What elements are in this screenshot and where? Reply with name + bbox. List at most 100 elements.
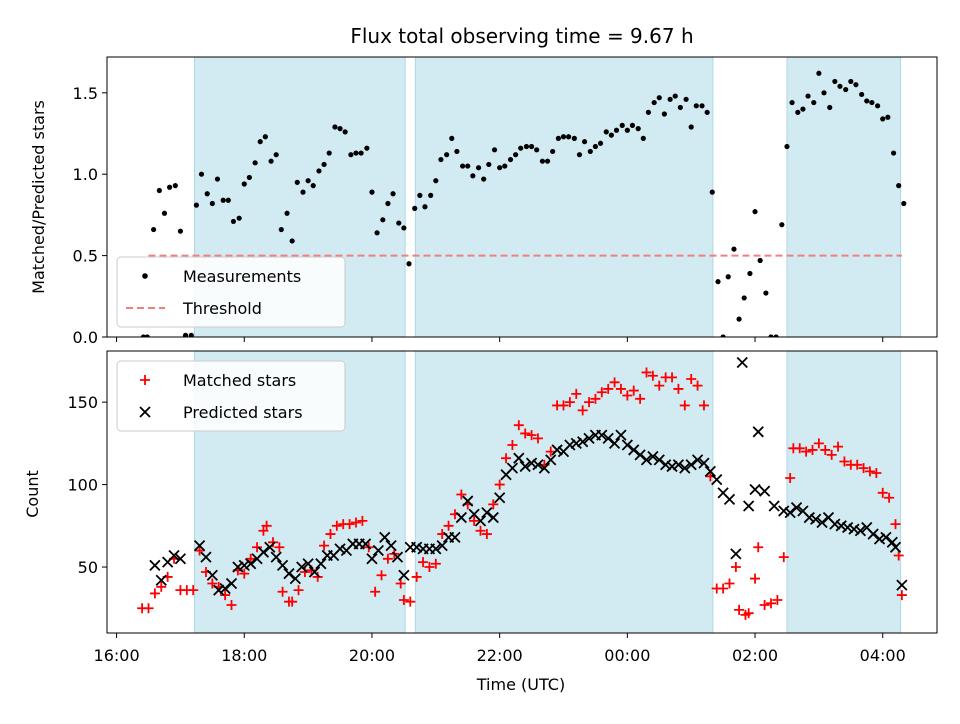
measurement-point xyxy=(300,189,306,195)
measurement-point xyxy=(166,184,173,190)
bottom-legend: Matched stars Predicted stars xyxy=(116,360,346,432)
measurement-point xyxy=(390,191,396,197)
matched-stars-point xyxy=(532,433,543,444)
measurement-point xyxy=(497,165,503,171)
measurement-point xyxy=(188,332,194,337)
measurement-point xyxy=(161,210,168,216)
predicted-stars-point xyxy=(372,544,384,557)
matched-stars-point xyxy=(734,604,745,615)
predicted-stars-point xyxy=(232,561,244,573)
measurement-point xyxy=(709,189,715,195)
bottom-y-tick-label: 100 xyxy=(67,476,98,495)
measurement-point xyxy=(177,228,184,234)
measurement-point xyxy=(763,290,769,296)
predicted-stars-point xyxy=(615,429,627,441)
matched-stars-point xyxy=(571,388,582,399)
predicted-stars-point xyxy=(816,516,828,529)
predicted-stars-point xyxy=(219,582,231,595)
matched-stars-point xyxy=(743,608,754,619)
matched-stars-point xyxy=(628,385,639,396)
matched-stars-point xyxy=(647,370,658,381)
predicted-stars-point xyxy=(736,356,748,369)
matched-stars-point xyxy=(766,598,776,609)
measurement-point xyxy=(885,114,891,120)
predicted-stars-point xyxy=(873,533,886,545)
predicted-stars-point xyxy=(854,525,867,537)
predicted-stars-point xyxy=(519,460,531,473)
matched-stars-point xyxy=(469,515,480,526)
predicted-stars-point xyxy=(270,551,282,563)
top-legend-label: Measurements xyxy=(183,267,301,286)
measurement-point xyxy=(890,150,897,156)
predicted-stars-point xyxy=(810,513,822,525)
bottom-y-tick-label: 150 xyxy=(67,393,98,412)
matched-stars-point xyxy=(488,499,499,510)
measurement-point xyxy=(880,116,886,122)
top-y-axis-label: Matched/Predicted stars xyxy=(29,100,48,294)
measurement-point xyxy=(667,96,673,102)
matched-stars-point xyxy=(226,599,237,610)
predicted-stars-point xyxy=(506,462,519,474)
bottom-legend-label: Predicted stars xyxy=(183,403,303,422)
matched-stars-point xyxy=(501,453,512,464)
measurement-point xyxy=(491,147,498,153)
measurement-point xyxy=(827,104,833,111)
bottom-y-axis-label: Count xyxy=(23,470,42,518)
matched-stars-point xyxy=(826,449,837,460)
predicted-stars-point xyxy=(455,511,467,524)
top-legend: Measurements Threshold xyxy=(116,256,346,328)
measurement-point xyxy=(204,191,210,197)
bottom-shaded-region-1 xyxy=(415,351,713,633)
measurement-point xyxy=(481,176,487,182)
matched-stars-point xyxy=(443,520,454,531)
predicted-stars-point xyxy=(379,531,391,543)
measurement-point xyxy=(651,99,657,106)
measurement-point xyxy=(550,148,556,155)
measurement-point xyxy=(353,150,359,156)
predicted-stars-point xyxy=(276,559,289,572)
predicted-stars-point xyxy=(608,437,621,449)
matched-stars-point xyxy=(376,570,387,581)
predicted-stars-point xyxy=(653,454,665,466)
matched-stars-point xyxy=(526,430,537,441)
predicted-stars-point xyxy=(679,462,691,474)
measurement-point xyxy=(869,99,875,106)
predicted-stars-point xyxy=(711,473,723,486)
measurement-point xyxy=(486,161,492,168)
matched-stars-point xyxy=(405,596,416,607)
predicted-stars-point xyxy=(829,518,841,530)
measurement-point xyxy=(513,152,519,158)
measurement-point xyxy=(624,127,630,133)
measurement-point xyxy=(566,134,572,140)
matched-stars-point xyxy=(615,383,626,394)
matched-stars-point xyxy=(293,585,304,596)
matched-stars-point xyxy=(686,374,697,385)
matched-stars-point xyxy=(609,377,620,388)
bottom-legend-label: Matched stars xyxy=(183,371,296,390)
legend-predicted-marker xyxy=(139,406,151,418)
matched-stars-point xyxy=(813,438,824,449)
top-y-tick-label: 0.5 xyxy=(73,247,98,266)
matched-stars-point xyxy=(584,397,595,408)
matched-stars-point xyxy=(274,542,285,553)
measurement-point xyxy=(789,99,795,106)
measurement-point xyxy=(172,183,178,189)
top-legend-label: Threshold xyxy=(182,299,262,318)
predicted-stars-point xyxy=(213,584,225,596)
matched-stars-point xyxy=(513,420,524,431)
measurement-point xyxy=(693,103,699,109)
measurement-point xyxy=(896,183,902,189)
measurement-point xyxy=(364,145,370,151)
measurement-point xyxy=(779,222,785,228)
matched-stars-point xyxy=(252,542,263,553)
matched-stars-point xyxy=(220,590,231,601)
matched-stars-point xyxy=(430,558,441,569)
predicted-stars-point xyxy=(168,549,180,562)
top-plot-area xyxy=(140,57,907,337)
matched-stars-point xyxy=(299,566,310,577)
predicted-stars-point xyxy=(768,500,780,512)
matched-stars-point xyxy=(207,578,218,589)
predicted-stars-point xyxy=(841,521,854,534)
measurement-point xyxy=(385,200,391,207)
measurement-point xyxy=(406,261,412,267)
